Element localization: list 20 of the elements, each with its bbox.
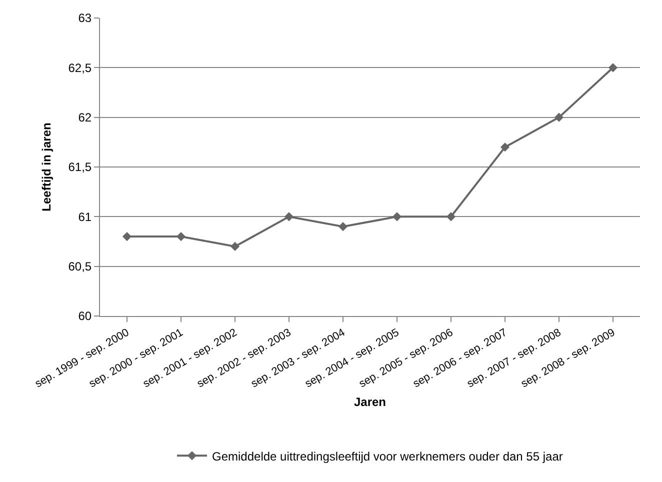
point xyxy=(284,212,294,222)
point xyxy=(392,212,402,222)
y-tick-label: 61 xyxy=(78,210,92,224)
legend-label: Gemiddelde uittredingsleeftijd voor werknemers ouder dan 55 jaar xyxy=(212,449,563,464)
point xyxy=(176,232,186,242)
y-tick-label: 61,5 xyxy=(68,160,92,174)
y-tick-label: 62 xyxy=(78,110,92,125)
point xyxy=(554,112,564,122)
y-tick-label: 60,5 xyxy=(68,260,92,274)
x-axis-title: Jaren xyxy=(354,395,386,410)
y-tick-label: 62,5 xyxy=(68,60,92,75)
point xyxy=(122,232,132,242)
point xyxy=(338,222,348,232)
point xyxy=(446,212,456,222)
y-tick-label: 63 xyxy=(78,11,92,26)
y-tick-label: 60 xyxy=(78,309,92,324)
point xyxy=(230,242,240,252)
y-axis-title: Leeftijd in jaren xyxy=(40,122,54,212)
point xyxy=(608,63,618,72)
point xyxy=(500,142,510,152)
